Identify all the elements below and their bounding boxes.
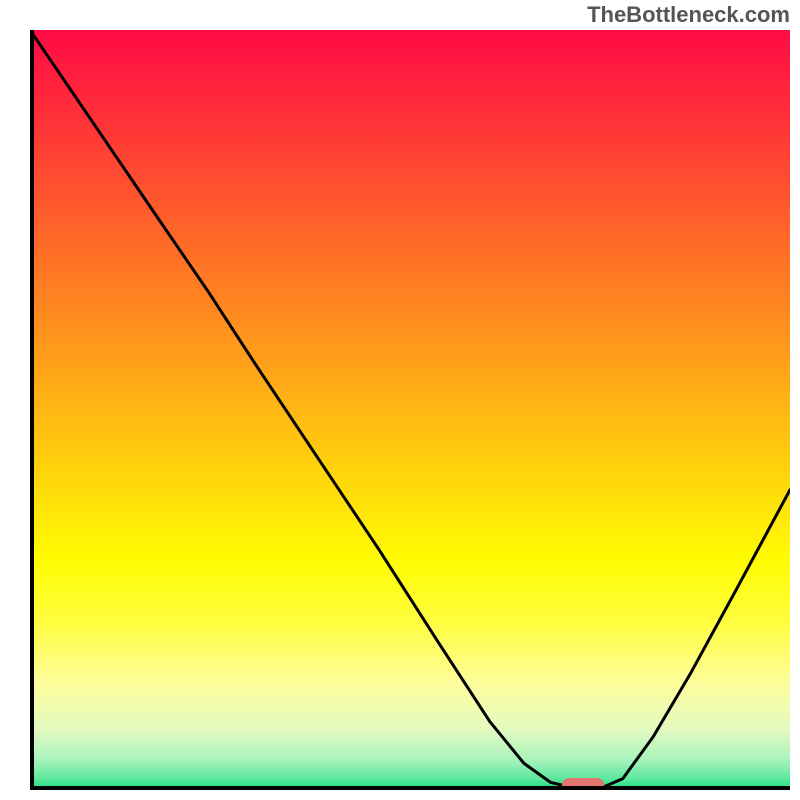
y-axis-border: [30, 30, 34, 790]
x-axis-border: [30, 786, 790, 790]
chart-container: TheBottleneck.com: [0, 0, 800, 800]
plot-area: [30, 30, 790, 790]
watermark-text: TheBottleneck.com: [587, 2, 790, 28]
bottleneck-curve: [30, 30, 790, 790]
